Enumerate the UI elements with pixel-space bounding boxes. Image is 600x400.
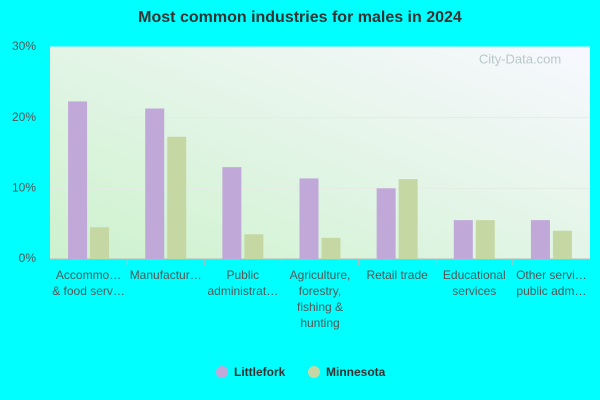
bar	[475, 220, 495, 259]
x-tick-label: Public administrat…	[207, 268, 279, 298]
x-tick-label: Other servi… public adm…	[516, 268, 587, 298]
bar	[453, 220, 473, 259]
legend-label: Minnesota	[326, 365, 386, 379]
watermark: City-Data.com	[479, 51, 561, 66]
x-tick-label: Manufactur…	[129, 268, 202, 282]
legend-swatch	[216, 366, 228, 378]
legend-swatch	[308, 366, 320, 378]
bar	[244, 234, 264, 259]
bar	[552, 230, 572, 259]
bar	[530, 220, 550, 259]
bar	[321, 237, 341, 259]
plot-background	[50, 47, 590, 259]
bar	[299, 178, 319, 259]
bar	[398, 179, 418, 259]
bar	[90, 227, 110, 259]
x-tick-label: Accommo… & food serv…	[52, 268, 125, 298]
bar	[167, 136, 187, 259]
y-tick-label: 30%	[12, 39, 36, 53]
x-tick-label: Educational services	[442, 268, 506, 298]
y-tick-label: 20%	[12, 110, 36, 124]
legend-label: Littlefork	[234, 365, 286, 379]
x-tick-label: Retail trade	[366, 268, 428, 282]
chart-title: Most common industries for males in 2024	[138, 9, 462, 26]
bar	[376, 188, 396, 259]
y-tick-label: 10%	[12, 181, 36, 195]
x-tick-label: Agriculture, forestry, fishing & hunting	[289, 268, 351, 330]
bar	[222, 167, 242, 259]
y-tick-label: 0%	[19, 251, 37, 265]
bar	[68, 101, 88, 259]
bar	[145, 108, 165, 259]
